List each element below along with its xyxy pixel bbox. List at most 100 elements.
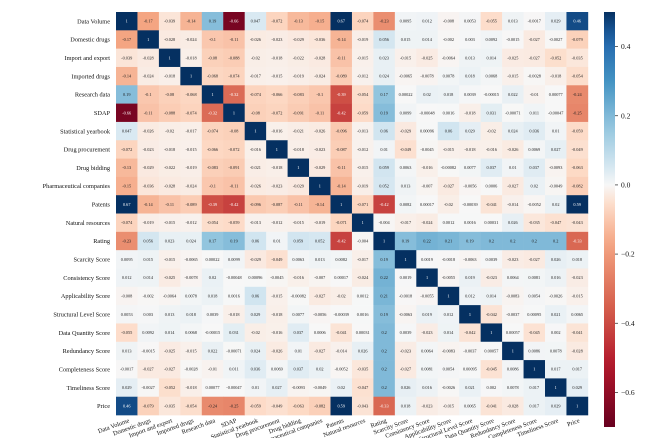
heatmap-cell-scarcity-score-timeliness-score — [545, 250, 567, 269]
cell-value: -0.023 — [271, 37, 282, 42]
cell-value: -0.024 — [186, 37, 198, 42]
cell-value: -0.029 — [250, 257, 261, 262]
heatmap-cell-redundancy-score-completeness-score — [523, 341, 546, 361]
cell-value: 0.0016 — [228, 293, 241, 298]
cell-value: 0.00017 — [420, 202, 435, 207]
heatmap-cell-timeliness-score-structural-level-score — [459, 378, 481, 398]
heatmap-cell-applicability-score-research-data — [201, 286, 224, 306]
heatmap-cell-redundancy-score-pharmaceutical-companies — [309, 341, 331, 361]
heatmap-cell-timeliness-score-completeness-score — [523, 378, 546, 398]
cell-value: 0.0092 — [485, 37, 497, 42]
cell-value: -0.0064 — [163, 293, 177, 298]
heatmap-cell-natural-resources-scarcity-score — [394, 213, 417, 233]
heatmap-cell-data-volume-completeness-score — [523, 12, 546, 31]
heatmap-cell-imported-drugs-structural-level-score — [459, 66, 481, 86]
cell-value: 0.014 — [487, 293, 498, 298]
cell-value: -0.015 — [271, 293, 282, 298]
cell-value: 0.00077 — [206, 385, 221, 390]
heatmap-cell-structural-level-score-research-data — [201, 305, 224, 324]
heatmap-cell-applicability-score-drug-bidding — [287, 286, 310, 306]
heatmap-cell-redundancy-score-imported-drugs — [180, 341, 203, 361]
heatmap-cell-drug-procurement-sdap — [223, 140, 245, 159]
heatmap-cell-applicability-score-patents — [330, 286, 353, 306]
cell-value: -0.23 — [380, 19, 389, 24]
heatmap-cell-structural-level-score-data-quantity-score — [480, 305, 503, 324]
cell-value: 0.02 — [552, 202, 560, 207]
cell-value: -0.00047 — [548, 110, 564, 115]
cell-value: -0.0017 — [120, 367, 134, 372]
cell-value: -0.091 — [228, 165, 239, 170]
cell-value: -0.068 — [186, 92, 197, 97]
heatmap-cell-pharmaceutical-companies-drug-bidding — [287, 176, 310, 196]
cell-value: 0.0069 — [271, 367, 283, 372]
cell-value: 0.0078 — [550, 348, 562, 353]
heatmap-cell-sdap-applicability-score — [437, 103, 460, 123]
cell-value: -0.019 — [314, 220, 325, 225]
heatmap-cell-price-drug-procurement — [266, 396, 288, 416]
cell-value: 0.0053 — [464, 19, 476, 24]
cell-value: -0.059 — [250, 403, 261, 408]
heatmap-cell-consistency-score-redundancy-score — [502, 268, 524, 288]
cell-value: -0.017 — [250, 74, 262, 79]
heatmap-cell-statistical-yearbook-rating — [373, 121, 396, 141]
heatmap-cell-drug-procurement-consistency-score — [416, 140, 439, 159]
cell-value: -0.021 — [250, 165, 261, 170]
cell-value: -0.012 — [357, 74, 368, 79]
cell-value: -0.088 — [228, 55, 239, 60]
heatmap-cell-data-quantity-score-consistency-score — [416, 323, 439, 343]
cell-value: -0.0015 — [142, 348, 155, 353]
cell-value: 0.0078 — [443, 74, 455, 79]
heatmap-cell-imported-drugs-imported-drugs — [180, 66, 203, 86]
heatmap-cell-patents-natural-resources — [351, 195, 374, 214]
cell-value: -0.017 — [357, 257, 369, 262]
heatmap-cell-drug-bidding-import-and-export — [158, 158, 181, 178]
heatmap-cell-price-research-data — [201, 396, 224, 416]
heatmap-cell-sdap-structural-level-score — [459, 103, 481, 123]
heatmap-cell-data-volume-applicability-score — [437, 12, 460, 31]
heatmap-cell-price-domestic-drugs — [137, 396, 160, 416]
cell-value: 0.003 — [465, 37, 475, 42]
cell-value: 0.00057 — [506, 330, 521, 335]
cell-value: -0.02 — [165, 129, 174, 134]
cell-value: 0.019 — [465, 275, 475, 280]
heatmap-cell-pharmaceutical-companies-completeness-score — [523, 176, 546, 196]
cell-value: -0.015 — [271, 74, 282, 79]
heatmap-cell-drug-procurement-research-data — [201, 140, 224, 159]
cell-value: 0.46 — [123, 403, 131, 408]
heatmap-cell-data-quantity-score-pharmaceutical-companies — [309, 323, 331, 343]
heatmap-cell-patents-research-data — [201, 195, 224, 214]
cell-value: -0.012 — [186, 220, 197, 225]
cell-value: -0.33 — [573, 239, 582, 244]
heatmap-cell-pharmaceutical-companies-structural-level-score — [459, 176, 481, 196]
cell-value: -0.023 — [486, 275, 497, 280]
cell-value: 0.00031 — [484, 220, 498, 225]
heatmap-cell-drug-bidding-data-volume — [116, 158, 138, 178]
heatmap-cell-patents-scarcity-score — [394, 195, 417, 214]
heatmap-cell-applicability-score-statistical-yearbook — [244, 286, 267, 306]
cell-value: -0.1 — [145, 92, 152, 97]
cell-value: 1 — [490, 330, 492, 335]
cell-value: 0.031 — [229, 330, 239, 335]
heatmap-cell-consistency-score-import-and-export — [158, 268, 181, 288]
cell-value: -0.028 — [164, 37, 175, 42]
cell-value: -0.026 — [271, 348, 283, 353]
heatmap-cell-redundancy-score-timeliness-score — [545, 341, 567, 361]
row-label-data-volume: Data Volume — [77, 18, 110, 25]
heatmap-cell-data-volume-domestic-drugs — [137, 12, 160, 31]
heatmap-cell-timeliness-score-data-quantity-score — [480, 378, 503, 398]
cell-value: -0.015 — [186, 147, 197, 152]
cell-value: -0.027 — [443, 184, 455, 189]
heatmap-cell-sdap-import-and-export — [158, 103, 181, 123]
cell-value: -0.083 — [293, 92, 304, 97]
heatmap-cell-pharmaceutical-companies-patents — [330, 176, 353, 196]
heatmap-cell-domestic-drugs-domestic-drugs — [137, 30, 160, 49]
heatmap-cell-completeness-score-timeliness-score — [545, 360, 567, 379]
heatmap-cell-sdap-domestic-drugs — [137, 103, 160, 123]
cell-value: 0.0006 — [314, 330, 327, 335]
cell-value: 0.0086 — [528, 348, 541, 353]
cell-value: -0.01 — [530, 92, 539, 97]
cell-value: -0.013 — [357, 129, 368, 134]
heatmap-cell-applicability-score-rating — [373, 286, 396, 306]
heatmap-cell-sdap-consistency-score — [416, 103, 439, 123]
heatmap-cell-scarcity-score-redundancy-score — [502, 250, 524, 269]
